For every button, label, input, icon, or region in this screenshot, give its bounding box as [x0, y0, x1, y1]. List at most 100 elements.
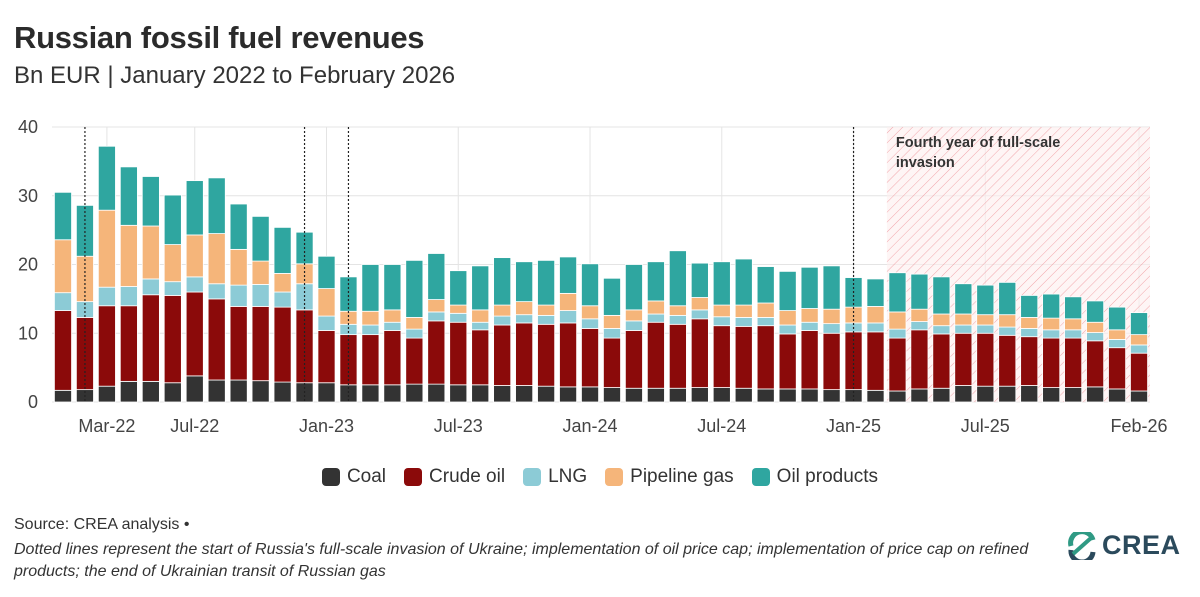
bar-coal [1020, 385, 1039, 403]
bar-lng [646, 313, 665, 323]
bar-pipeline-gas [559, 292, 578, 311]
bar-lng [361, 324, 380, 336]
bar-oil-products [449, 270, 468, 306]
bar-coal [515, 385, 534, 403]
x-tick-label: Jul-23 [434, 416, 483, 436]
bar-oil-products [493, 257, 512, 306]
bar-pipeline-gas [1086, 321, 1105, 333]
bar-oil-products [998, 281, 1017, 316]
bar-crude-oil [932, 333, 951, 389]
bar-coal [163, 382, 182, 403]
bar-lng [932, 325, 951, 335]
bar-coal [888, 390, 907, 403]
bar-pipeline-gas [822, 308, 841, 325]
bar-pipeline-gas [888, 311, 907, 330]
y-tick-label: 20 [18, 255, 38, 275]
bar-pipeline-gas [910, 308, 929, 322]
bar-pipeline-gas [515, 301, 534, 316]
bar-pipeline-gas [712, 304, 731, 318]
legend-swatch [404, 468, 423, 486]
y-tick-label: 10 [18, 323, 38, 343]
bar-crude-oil [581, 328, 599, 388]
bar-lng [163, 281, 182, 296]
bar-crude-oil [229, 306, 248, 381]
bar-lng [559, 310, 578, 324]
bar-lng [954, 324, 973, 334]
bar-coal [251, 380, 270, 403]
bar-crude-oil [449, 321, 468, 386]
legend-swatch [321, 468, 340, 486]
bar-lng [97, 286, 116, 307]
bar-oil-products [273, 226, 292, 274]
bar-pipeline-gas [207, 233, 226, 285]
bar-oil-products [317, 255, 336, 289]
bar-coal [185, 375, 204, 403]
bar-crude-oil [668, 323, 687, 389]
bar-coal [603, 387, 621, 403]
bar-coal [624, 387, 643, 403]
bar-coal [537, 385, 556, 403]
bar-oil-products [778, 270, 797, 311]
bar-lng [185, 276, 204, 293]
bar-coal [822, 389, 841, 403]
bar-pipeline-gas [273, 273, 292, 293]
bar-oil-products [185, 180, 204, 236]
x-tick-label: Feb-26 [1110, 416, 1167, 436]
bar-oil-products [405, 259, 424, 318]
bar-oil-products [581, 263, 599, 307]
bar-oil-products [690, 262, 709, 298]
source-text: Source: CREA analysis • [14, 516, 190, 533]
bar-crude-oil [800, 330, 819, 390]
bar-lng [822, 323, 841, 334]
bar-oil-products [97, 145, 116, 211]
bar-crude-oil [910, 329, 929, 390]
bar-pipeline-gas [800, 308, 819, 323]
bar-oil-products [800, 266, 819, 309]
bar-pipeline-gas [998, 314, 1017, 328]
bar-lng [339, 323, 358, 336]
bar-oil-products [515, 261, 534, 303]
bar-coal [976, 385, 995, 403]
bar-oil-products [910, 273, 929, 310]
bar-coal [493, 385, 512, 403]
bar-oil-products [1064, 296, 1083, 320]
bar-crude-oil [1064, 337, 1083, 388]
bar-oil-products [822, 265, 841, 310]
bar-coal [207, 379, 226, 403]
y-tick-label: 40 [18, 117, 38, 137]
bar-oil-products [976, 284, 995, 316]
bar-crude-oil [1042, 337, 1061, 388]
crea-logo-icon [1068, 531, 1096, 560]
bar-coal [54, 389, 72, 403]
bar-oil-products [54, 191, 72, 241]
y-tick-label: 30 [18, 186, 38, 206]
bar-coal [668, 387, 687, 403]
bar-crude-oil [778, 333, 797, 390]
bar-crude-oil [405, 337, 424, 385]
crea-logo: CREA [1068, 530, 1181, 561]
bar-oil-products [1020, 295, 1039, 318]
bar-crude-oil [603, 337, 621, 388]
x-tick-label: Jan-24 [562, 416, 617, 436]
bar-crude-oil [317, 330, 336, 384]
bar-coal [581, 386, 599, 403]
bar-crude-oil [119, 305, 138, 382]
bar-pipeline-gas [119, 224, 138, 287]
bar-crude-oil [427, 320, 446, 385]
bar-pipeline-gas [97, 209, 116, 288]
bar-crude-oil [646, 321, 665, 389]
legend-item: Oil products [751, 466, 879, 488]
bar-lng [888, 328, 907, 339]
bar-pipeline-gas [317, 288, 336, 317]
legend-label: Oil products [776, 466, 879, 487]
crea-logo-text: CREA [1102, 530, 1181, 560]
bar-crude-oil [515, 322, 534, 386]
legend-item: Coal [321, 466, 386, 488]
bar-lng [493, 315, 512, 326]
bar-lng [690, 309, 709, 320]
bar-oil-products [603, 277, 621, 316]
bar-crude-oil [383, 330, 402, 386]
legend-swatch [523, 468, 542, 486]
bar-coal [932, 387, 951, 403]
bar-pipeline-gas [646, 300, 665, 315]
